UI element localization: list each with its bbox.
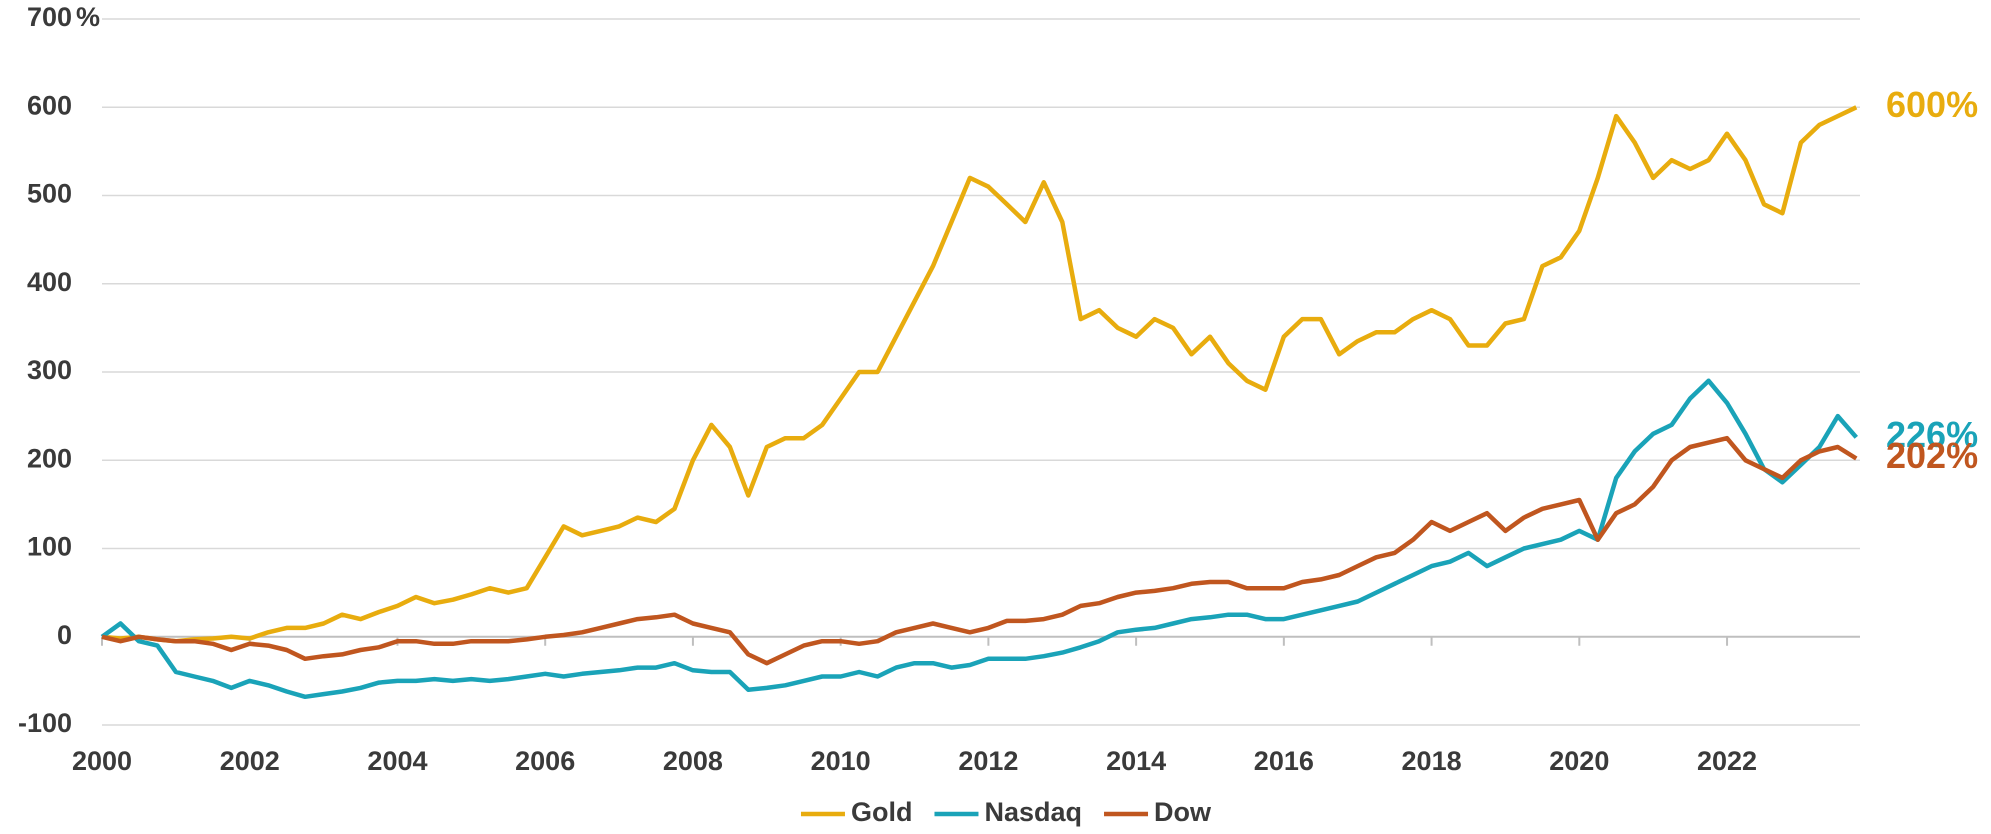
end-label: 202% <box>1886 435 1978 476</box>
legend-label: Nasdaq <box>984 797 1082 827</box>
x-tick-label: 2020 <box>1549 746 1609 776</box>
end-label: 600% <box>1886 84 1978 125</box>
legend: Gold Nasdaq Dow <box>800 797 1212 827</box>
x-tick-label: 2002 <box>220 746 280 776</box>
x-tick-label: 2014 <box>1106 746 1166 776</box>
y-tick-label: 100 <box>27 532 72 562</box>
series-line <box>101 105 1858 644</box>
y-tick-label: 0 <box>57 620 72 650</box>
legend-label: Dow <box>1154 797 1212 827</box>
y-tick-label: 200 <box>27 443 72 473</box>
series-line <box>101 435 1858 666</box>
x-tick-label: 2022 <box>1697 746 1757 776</box>
y-tick-label: 300 <box>27 355 72 385</box>
x-tick-label: 2010 <box>811 746 871 776</box>
y-tick-label: 500 <box>27 179 72 209</box>
y-tick-label: 400 <box>27 267 72 297</box>
x-tick-label: 2018 <box>1402 746 1462 776</box>
y-tick-label: -100 <box>18 708 72 738</box>
y-axis-unit: % <box>76 2 100 32</box>
x-tick-label: 2000 <box>72 746 132 776</box>
x-tick-label: 2006 <box>515 746 575 776</box>
x-tick-label: 2004 <box>367 746 427 776</box>
legend-label: Gold <box>851 797 913 827</box>
x-tick-label: 2008 <box>663 746 723 776</box>
series-line <box>100 378 1858 700</box>
y-tick-label: 700 <box>27 2 72 32</box>
end-label: 226% <box>1886 414 1978 455</box>
y-tick-label: 600 <box>27 90 72 120</box>
x-tick-label: 2016 <box>1254 746 1314 776</box>
x-tick-label: 2012 <box>958 746 1018 776</box>
